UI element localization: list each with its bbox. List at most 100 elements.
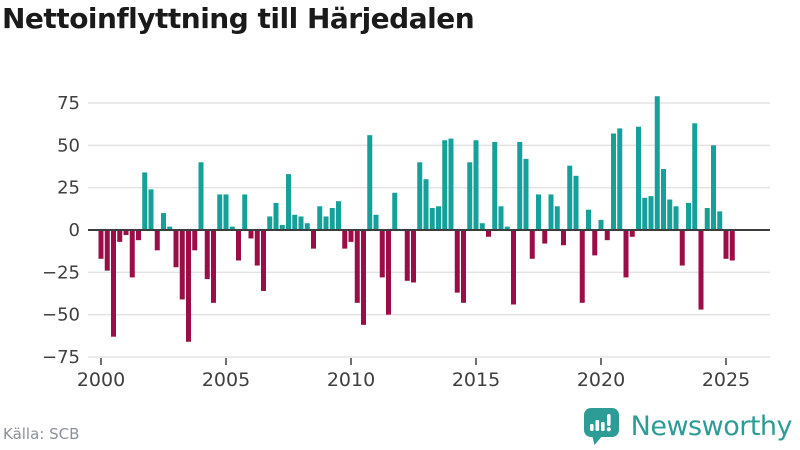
bar xyxy=(267,216,273,230)
bar xyxy=(486,230,491,237)
bar xyxy=(629,230,635,237)
bar xyxy=(111,230,116,337)
bar xyxy=(648,196,654,230)
bar xyxy=(729,230,735,261)
bar xyxy=(392,192,398,230)
bar xyxy=(479,223,485,230)
x-tick-label: 2020 xyxy=(577,369,625,391)
bar xyxy=(336,201,341,230)
y-tick-label: 0 xyxy=(69,220,80,241)
bar xyxy=(98,230,104,259)
bar xyxy=(586,209,591,230)
bar xyxy=(548,194,554,230)
bar xyxy=(654,96,660,230)
bar xyxy=(579,230,585,303)
bar xyxy=(611,133,616,230)
bar xyxy=(136,230,141,241)
bar xyxy=(261,230,266,291)
bar xyxy=(667,199,673,230)
bar xyxy=(129,230,135,278)
y-tick-label: −50 xyxy=(42,305,80,326)
bar xyxy=(361,230,366,325)
bar xyxy=(298,216,304,230)
x-tick-label: 2000 xyxy=(77,369,125,391)
bar xyxy=(661,169,666,230)
y-tick-label: 25 xyxy=(57,178,80,199)
bar xyxy=(467,162,473,230)
bar xyxy=(423,179,429,230)
bar xyxy=(117,230,123,242)
bar xyxy=(517,141,523,230)
x-tick-label: 2015 xyxy=(452,369,500,391)
source-note: Källa: SCB xyxy=(3,425,80,443)
bar xyxy=(154,230,160,251)
bar xyxy=(248,230,254,239)
bar xyxy=(504,226,510,230)
bar xyxy=(323,216,329,230)
newsworthy-bubble-icon xyxy=(583,408,619,445)
y-tick-label: −75 xyxy=(42,347,80,368)
bar xyxy=(717,211,723,230)
bar xyxy=(448,138,454,230)
bar xyxy=(192,230,198,251)
bar xyxy=(492,141,498,230)
bar xyxy=(211,230,216,303)
bar xyxy=(511,230,516,305)
bar xyxy=(179,230,185,300)
bar xyxy=(242,194,248,230)
bar xyxy=(292,214,298,230)
bar xyxy=(204,230,210,280)
bar xyxy=(342,230,348,249)
bar xyxy=(673,206,679,230)
bar xyxy=(679,230,685,266)
bar xyxy=(711,145,716,230)
y-tick-label: 50 xyxy=(57,135,80,156)
bar xyxy=(617,128,623,230)
bar xyxy=(186,230,191,342)
bar xyxy=(348,230,354,242)
bar xyxy=(104,230,110,271)
bar xyxy=(373,214,379,230)
bar xyxy=(498,206,504,230)
bar xyxy=(567,165,573,230)
bar xyxy=(417,162,423,230)
bar xyxy=(304,223,310,230)
bar xyxy=(329,207,335,230)
bar xyxy=(642,197,648,230)
newsworthy-wordmark: Newsworthy xyxy=(630,410,793,442)
bar xyxy=(167,226,173,230)
newsworthy-logo: Newsworthy xyxy=(580,406,793,446)
bar xyxy=(223,194,229,230)
bar xyxy=(454,230,460,293)
bar xyxy=(573,175,579,230)
bar xyxy=(354,230,360,303)
bar xyxy=(698,230,704,310)
x-tick-label: 2010 xyxy=(327,369,375,391)
bar xyxy=(236,230,241,261)
x-tick-label: 2005 xyxy=(202,369,250,391)
bar xyxy=(367,135,373,230)
bar xyxy=(523,158,529,230)
bar xyxy=(636,126,641,230)
bar xyxy=(429,207,435,230)
bar xyxy=(411,230,416,283)
bar xyxy=(217,194,223,230)
bar xyxy=(279,224,285,230)
bar xyxy=(473,140,479,230)
bar xyxy=(598,219,604,230)
bar xyxy=(604,230,610,241)
bar xyxy=(229,226,235,230)
bar xyxy=(273,202,279,230)
bar xyxy=(173,230,179,268)
bar xyxy=(554,206,560,230)
bar xyxy=(123,230,129,236)
bar xyxy=(461,230,466,303)
y-tick-label: 75 xyxy=(57,93,80,114)
bar xyxy=(436,206,441,230)
bar xyxy=(592,230,598,256)
y-tick-label: −25 xyxy=(42,262,80,283)
bar xyxy=(442,140,448,230)
bar xyxy=(686,202,691,230)
bar xyxy=(529,230,535,259)
